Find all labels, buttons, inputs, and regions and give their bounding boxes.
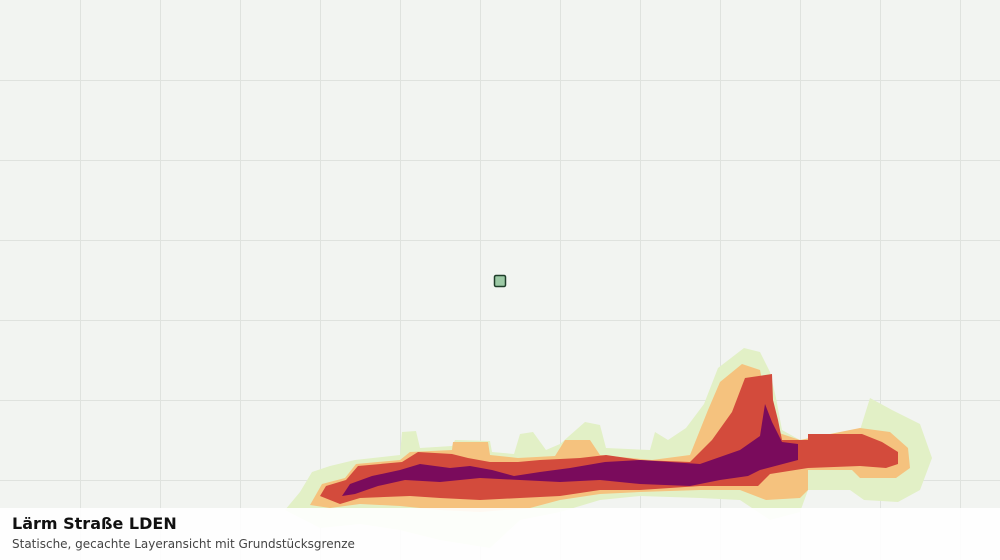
noise-zone-very-high (342, 404, 798, 496)
property-marker (493, 274, 507, 288)
legend-footer: Lärm Straße LDEN Statische, gecachte Lay… (0, 508, 1000, 560)
layer-title: Lärm Straße LDEN (12, 514, 177, 533)
layer-subtitle: Statische, gecachte Layeransicht mit Gru… (12, 537, 355, 551)
